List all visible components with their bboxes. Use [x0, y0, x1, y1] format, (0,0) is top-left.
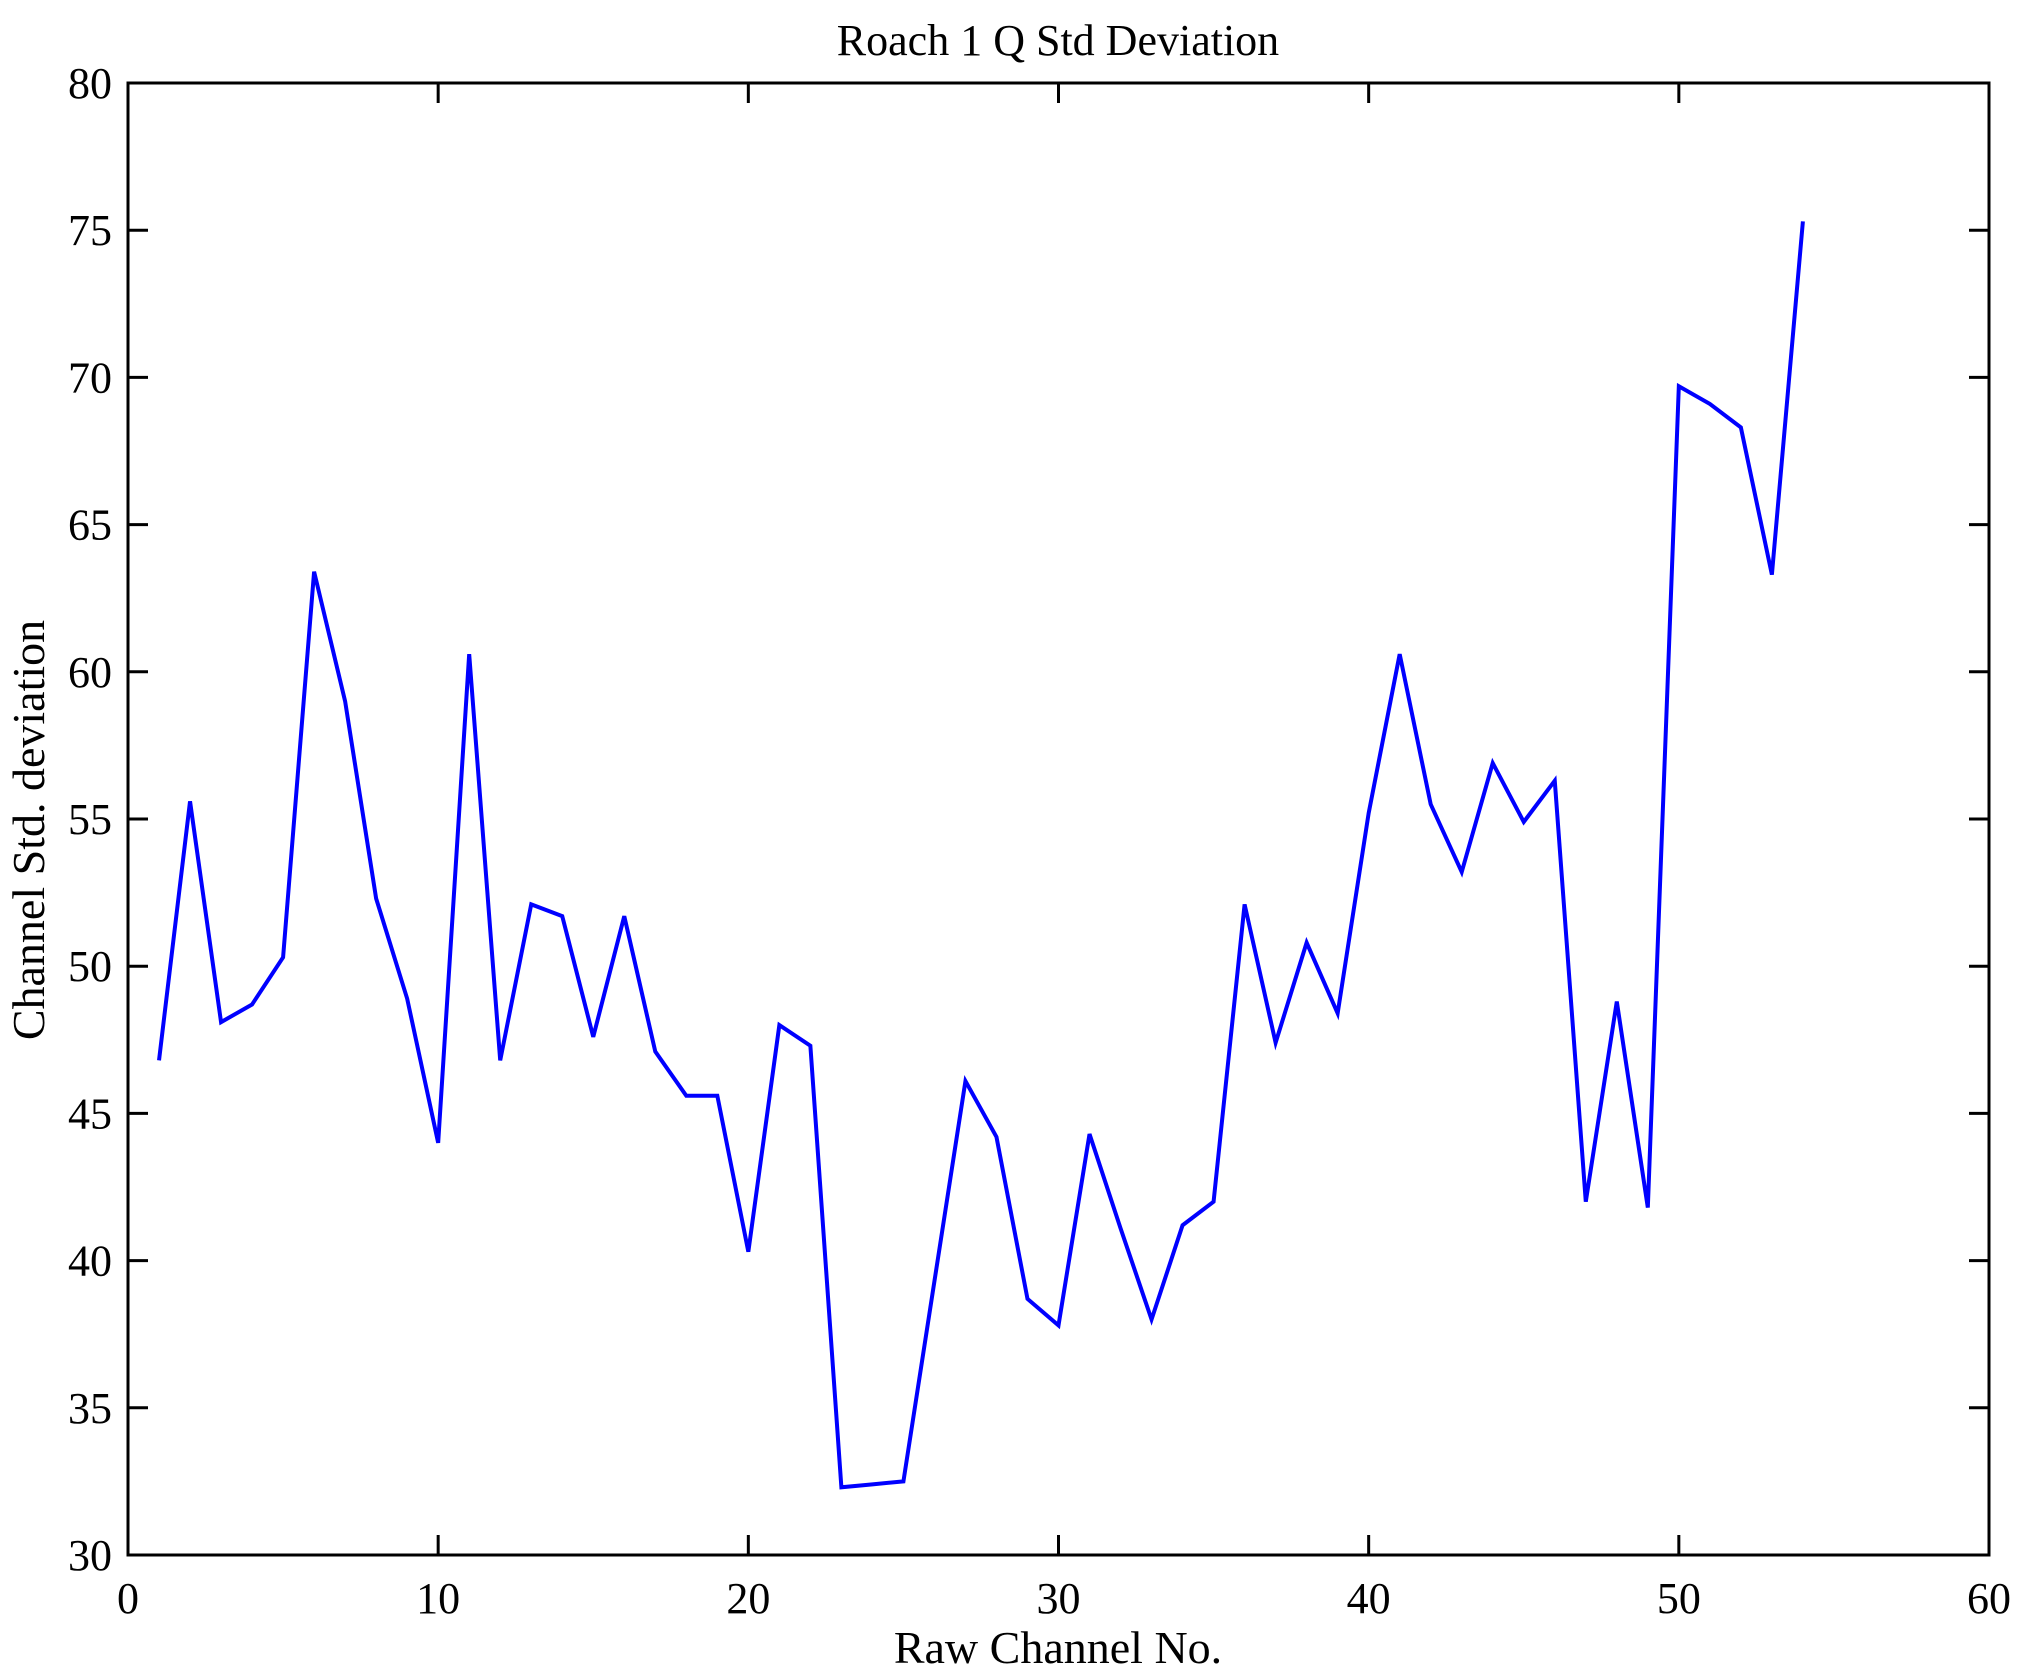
y-tick-label: 45 — [68, 1089, 112, 1138]
x-axis-label: Raw Channel No. — [894, 1622, 1222, 1671]
y-tick-label: 70 — [68, 353, 112, 402]
y-tick-label: 55 — [68, 795, 112, 844]
y-tick-label: 60 — [68, 648, 112, 697]
x-tick-label: 30 — [1037, 1574, 1081, 1623]
y-tick-label: 65 — [68, 501, 112, 550]
y-axis-label: Channel Std. deviation — [3, 620, 54, 1040]
y-tick-label: 75 — [68, 206, 112, 255]
y-tick-label: 40 — [68, 1237, 112, 1286]
x-tick-label: 20 — [726, 1574, 770, 1623]
x-tick-label: 60 — [1967, 1574, 2011, 1623]
axis-ticks — [126, 81, 1991, 1557]
x-tick-label: 40 — [1347, 1574, 1391, 1623]
x-tick-label: 10 — [416, 1574, 460, 1623]
data-series-line — [157, 221, 1805, 1490]
y-tick-label: 30 — [68, 1531, 112, 1580]
tick-labels: 0 10 20 30 40 50 60 30 35 40 45 50 55 60 65 70 75 80 — [68, 59, 2011, 1623]
x-tick-label: 50 — [1657, 1574, 1701, 1623]
plot-frame-border — [126, 81, 1991, 1557]
chart-title: Roach 1 Q Std Deviation — [837, 16, 1279, 65]
y-tick-label: 80 — [68, 59, 112, 108]
x-tick-label: 0 — [117, 1574, 139, 1623]
y-tick-label: 35 — [68, 1384, 112, 1433]
y-tick-label: 50 — [68, 942, 112, 991]
